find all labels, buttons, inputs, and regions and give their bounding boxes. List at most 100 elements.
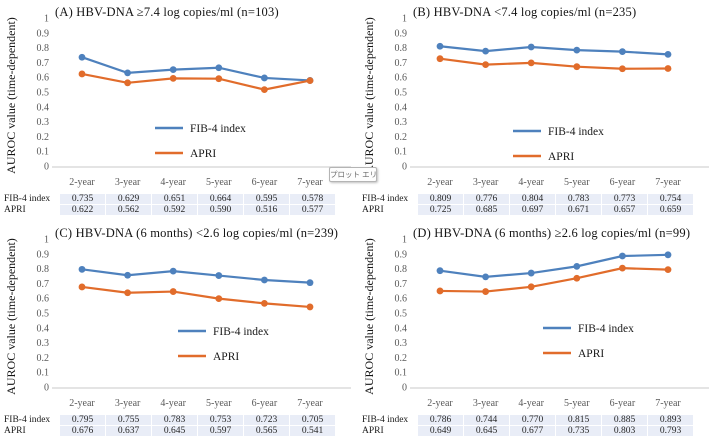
value-cell: 0.622	[60, 205, 105, 215]
value-cell: 0.783	[152, 415, 197, 425]
y-tick-label: 0.7	[395, 58, 408, 69]
results-table: FIB-4 index 0.809 0.776 0.804 0.783 0.773 0.75…	[359, 193, 694, 216]
chart-plot-area[interactable]: 1 0.9 0.8 0.7 0.6 0.5 0.4 0.3 0.2 0.1 0 2-year 3-yea…	[358, 221, 716, 413]
y-tick-label: 0.1	[395, 368, 408, 379]
results-table: FIB-4 index 0.786 0.744 0.770 0.815 0.885 0.89…	[359, 414, 694, 437]
y-tick-label: 0.5	[395, 88, 408, 99]
value-cell: 0.649	[418, 426, 463, 436]
y-tick-label: 1	[402, 235, 407, 246]
value-cell: 0.815	[556, 415, 601, 425]
data-point-marker	[215, 75, 223, 83]
y-tick-label: 0.6	[395, 73, 408, 84]
panel-a: AUROC value (time-dependent) (A) HBV-DNA…	[0, 0, 358, 220]
value-cell: 0.516	[244, 205, 289, 215]
series-line	[439, 45, 669, 56]
y-tick-label: 0.8	[37, 264, 50, 275]
x-tick-label: 7-year	[297, 398, 323, 409]
data-point-marker	[306, 77, 314, 85]
x-tick-label: 4-year	[160, 177, 186, 188]
value-cell: 0.803	[602, 426, 647, 436]
x-tick-label: 7-year	[655, 398, 681, 409]
panel-d: AUROC value (time-dependent) (D) HBV-DNA…	[358, 221, 716, 441]
data-point-marker	[619, 65, 626, 73]
y-tick-label: 0	[44, 383, 49, 394]
x-tick-label: 2-year	[69, 177, 95, 188]
y-tick-label: 0.2	[37, 132, 50, 143]
x-tick-label: 3-year	[115, 177, 141, 188]
y-tick-label: 0.5	[37, 309, 50, 320]
y-tick-label: 1	[402, 14, 407, 25]
y-tick-label: 0.5	[37, 88, 50, 99]
value-cell: 0.657	[602, 205, 647, 215]
y-tick-label: 0.2	[395, 132, 408, 143]
legend-label: FIB-4 index	[213, 326, 269, 338]
y-tick-label: 0.6	[37, 73, 50, 84]
data-point-marker	[664, 251, 672, 259]
results-table: FIB-4 index 0.735 0.629 0.651 0.664 0.595 0.57…	[1, 193, 336, 216]
y-tick-label: 0.3	[37, 117, 50, 128]
value-cell: 0.578	[290, 194, 335, 204]
series-line	[439, 253, 669, 278]
data-point-marker	[78, 53, 86, 61]
panel-b: AUROC value (time-dependent) (B) HBV-DNA…	[358, 0, 716, 220]
value-cell: 0.676	[60, 426, 105, 436]
row-label: FIB-4 index	[362, 415, 409, 425]
value-cell: 0.645	[464, 426, 509, 436]
row-label: APRI	[362, 426, 384, 436]
x-tick-label: 5-year	[564, 398, 590, 409]
y-tick-label: 0.7	[37, 279, 50, 290]
y-tick-label: 0.1	[37, 147, 50, 158]
data-point-marker	[573, 46, 581, 54]
data-point-marker	[482, 288, 489, 295]
data-point-marker	[169, 288, 177, 295]
y-tick-label: 0.1	[37, 368, 50, 379]
table-row: FIB-4 index 0.735 0.629 0.651 0.664 0.595 0.57…	[2, 194, 335, 204]
y-tick-label: 0.7	[395, 279, 408, 290]
value-cell: 0.705	[290, 415, 335, 425]
row-label: FIB-4 index	[362, 194, 409, 204]
value-cell: 0.659	[648, 205, 693, 215]
x-tick-label: 6-year	[610, 398, 636, 409]
legend-label: FIB-4 index	[578, 323, 634, 335]
y-tick-label: 0.8	[395, 264, 408, 275]
chart-title: (B) HBV-DNA <7.4 log copies/ml (n=235)	[413, 5, 637, 19]
value-cell: 0.664	[198, 194, 243, 204]
legend-label: FIB-4 index	[190, 123, 246, 135]
value-cell: 0.735	[556, 426, 601, 436]
data-point-marker	[215, 272, 223, 279]
y-tick-label: 0.8	[395, 43, 408, 54]
value-cell: 0.776	[464, 194, 509, 204]
data-point-marker	[169, 267, 177, 275]
value-cell: 0.637	[106, 426, 151, 436]
y-tick-label: 0	[402, 162, 407, 173]
table-row: APRI 0.649 0.645 0.677 0.735 0.803 0.793	[360, 426, 693, 436]
y-tick-label: 0.9	[37, 28, 50, 39]
y-tick-label: 0.5	[395, 309, 408, 320]
chart-plot-area[interactable]: 1 0.9 0.8 0.7 0.6 0.5 0.4 0.3 0.2 0.1 0 2-year 3-yea…	[0, 0, 358, 192]
data-point-marker	[124, 271, 131, 279]
value-cell: 0.597	[198, 426, 243, 436]
value-cell: 0.671	[556, 205, 601, 215]
legend-label: APRI	[190, 148, 216, 160]
row-label: APRI	[4, 426, 26, 436]
row-label: APRI	[4, 205, 26, 215]
data-point-marker	[482, 273, 489, 281]
data-point-marker	[436, 55, 444, 63]
y-tick-label: 0.9	[395, 28, 408, 39]
chart-plot-area[interactable]: 1 0.9 0.8 0.7 0.6 0.5 0.4 0.3 0.2 0.1 0 2-year 3-yea…	[0, 221, 358, 413]
x-tick-label: 3-year	[473, 398, 499, 409]
x-tick-label: 7-year	[297, 177, 323, 188]
data-point-marker	[436, 267, 444, 275]
series-line	[81, 285, 311, 309]
data-point-marker	[124, 79, 131, 87]
series-line	[81, 268, 311, 284]
y-axis-label: AUROC value (time-dependent)	[4, 17, 18, 174]
value-cell: 0.541	[290, 426, 335, 436]
y-tick-label: 0.4	[395, 102, 408, 113]
y-tick-label: 0.2	[37, 353, 50, 364]
chart-plot-area[interactable]: 1 0.9 0.8 0.7 0.6 0.5 0.4 0.3 0.2 0.1 0 2-year 3-yea…	[358, 0, 716, 192]
series-line	[81, 72, 311, 91]
value-cell: 0.773	[602, 194, 647, 204]
value-cell: 0.651	[152, 194, 197, 204]
y-tick-label: 0.4	[395, 323, 408, 334]
